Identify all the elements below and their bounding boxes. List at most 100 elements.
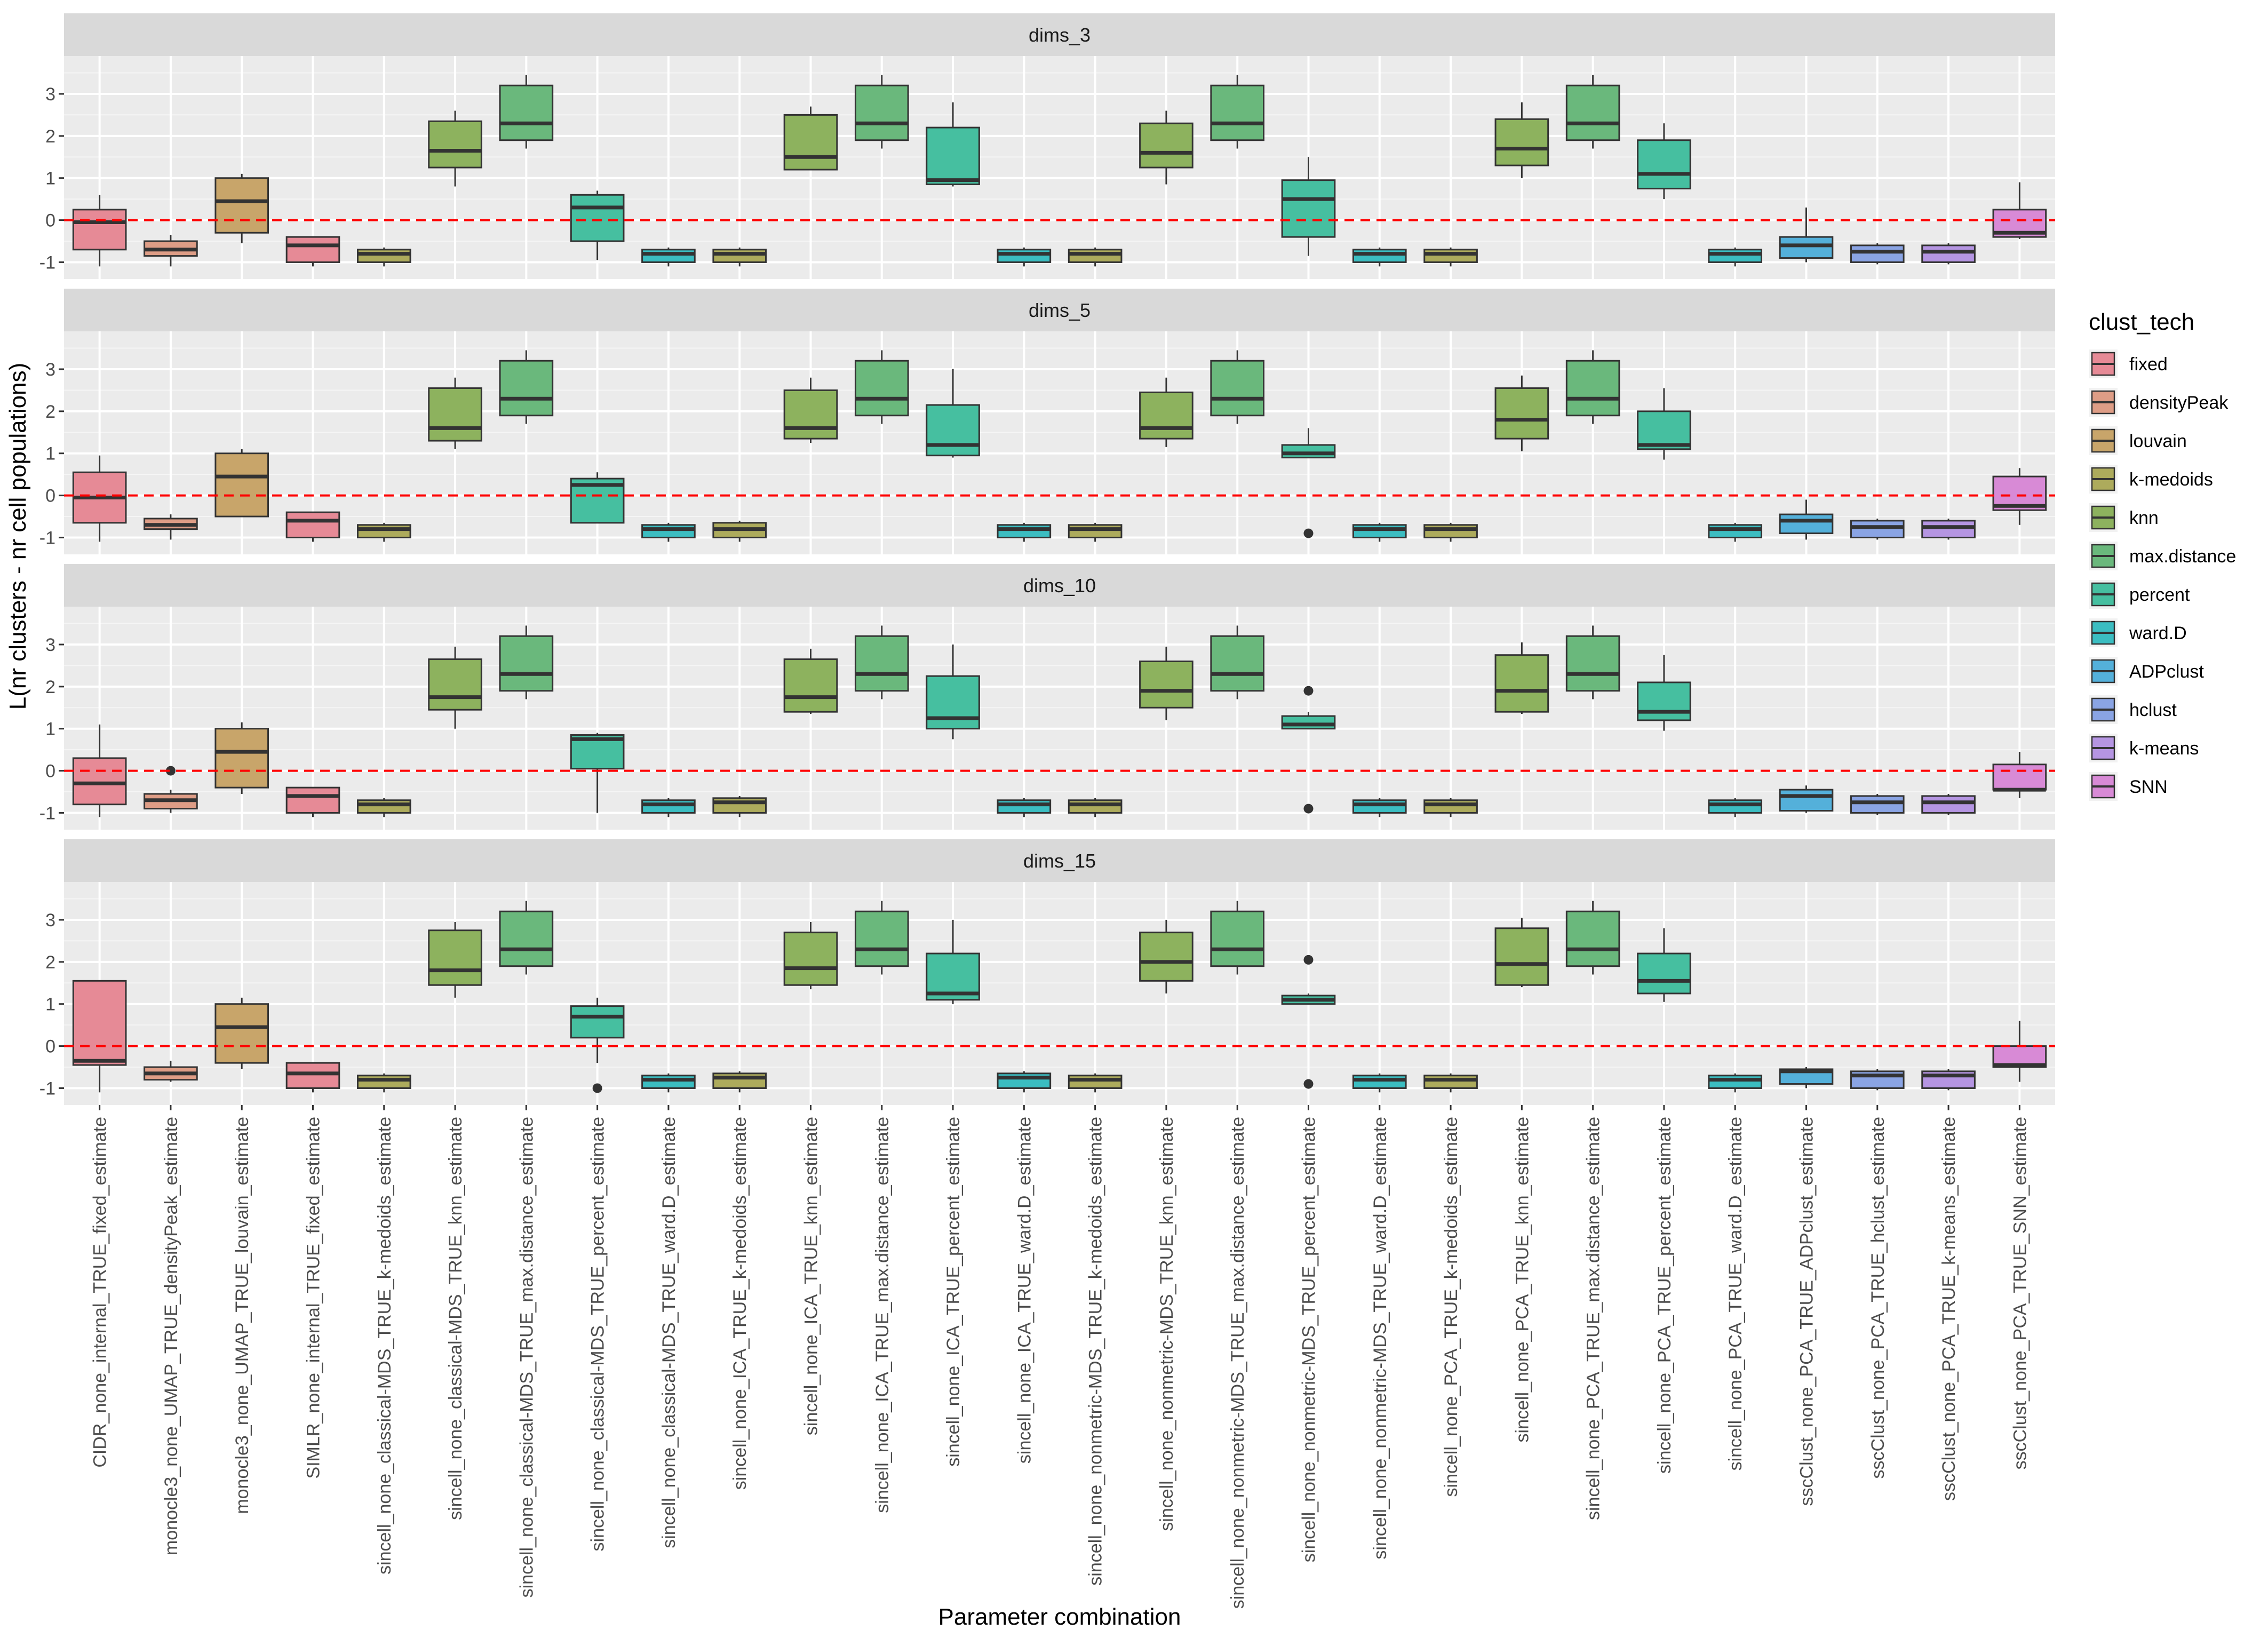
x-tick-label: sincell_none_ICA_TRUE_max.distance_estim…	[872, 1117, 893, 1513]
box-sincell_none_nonmetric-MDS_TRUE_max.distance_estimate	[1210, 625, 1265, 699]
box-iqr	[1068, 249, 1123, 263]
y-tick-label: 3	[45, 84, 55, 105]
box-iqr	[428, 658, 482, 711]
box-iqr	[1494, 654, 1549, 713]
box-SIMLR_none_internal_TRUE_fixed_estimate	[285, 236, 340, 267]
box-monocle3_none_UMAP_TRUE_densityPeak_estimate	[144, 1061, 198, 1082]
box-iqr	[1139, 122, 1193, 169]
box-monocle3_none_UMAP_TRUE_densityPeak_estimate	[144, 790, 198, 813]
legend-item-fixed: fixed	[2089, 349, 2168, 378]
box-iqr	[1708, 249, 1763, 263]
x-tick-label: CIDR_none_internal_TRUE_fixed_estimate	[90, 1117, 110, 1468]
legend-label: knn	[2129, 508, 2159, 528]
box-sincell_none_classical-MDS_TRUE_knn_estimate	[428, 110, 482, 187]
x-tick-label: sincell_none_classical-MDS_TRUE_max.dist…	[516, 1117, 537, 1597]
box-sincell_none_nonmetric-MDS_TRUE_percent_estimate	[1281, 712, 1336, 730]
outlier-point	[1303, 528, 1314, 538]
y-tick-label: -1	[39, 803, 55, 823]
box-sincell_none_nonmetric-MDS_TRUE_knn_estimate	[1139, 377, 1193, 447]
box-iqr	[214, 728, 269, 789]
box-sincell_none_ICA_TRUE_ward.D_estimate	[997, 1071, 1052, 1093]
panels-layer: dims_3-10123dims_5-10123dims_10-10123dim…	[39, 13, 2055, 1105]
x-tick-label: sscClust_none_PCA_TRUE_k-means_estimate	[1939, 1117, 1959, 1501]
legend-item-percent: percent	[2089, 580, 2190, 609]
box-SIMLR_none_internal_TRUE_fixed_estimate	[285, 786, 340, 817]
box-iqr	[428, 387, 482, 442]
box-sincell_none_ICA_TRUE_k-medoids_estimate	[712, 520, 767, 542]
box-iqr	[997, 249, 1052, 263]
legend-label: louvain	[2129, 431, 2187, 451]
box-iqr	[712, 797, 767, 814]
box-iqr	[854, 360, 909, 417]
y-tick-label: 0	[45, 1037, 55, 1057]
box-sscClust_none_PCA_TRUE_SNN_estimate	[1992, 468, 2047, 525]
box-sincell_none_PCA_TRUE_knn_estimate	[1494, 918, 1549, 988]
box-sincell_none_classical-MDS_TRUE_percent_estimate	[570, 472, 625, 524]
box-iqr	[1921, 795, 1976, 814]
box-iqr	[214, 177, 269, 234]
box-iqr	[1779, 789, 1834, 812]
box-iqr	[1139, 932, 1193, 982]
x-tick-label: SIMLR_none_internal_TRUE_fixed_estimate	[304, 1117, 324, 1478]
box-iqr	[1708, 1075, 1763, 1089]
panel-background	[64, 331, 2055, 554]
x-axis-title: Parameter combination	[938, 1604, 1181, 1630]
box-iqr	[570, 194, 625, 242]
box-iqr	[1565, 910, 1620, 967]
box-sincell_none_PCA_TRUE_ward.D_estimate	[1708, 522, 1763, 542]
box-sincell_none_nonmetric-MDS_TRUE_knn_estimate	[1139, 646, 1193, 720]
box-iqr	[72, 209, 127, 251]
box-iqr	[570, 1005, 625, 1039]
outlier-point	[592, 1083, 602, 1093]
box-iqr	[1494, 927, 1549, 986]
facet-panel-dims_10: dims_10 -1 0 1 2 3	[39, 564, 2055, 830]
outlier-point	[165, 766, 176, 776]
box-sscClust_none_PCA_TRUE_hclust_estimate	[1850, 518, 1905, 540]
box-sincell_none_classical-MDS_TRUE_knn_estimate	[428, 377, 482, 449]
legend-item-k-means: k-means	[2089, 734, 2199, 762]
box-iqr	[1423, 1075, 1478, 1089]
box-iqr	[499, 84, 554, 141]
box-sincell_none_nonmetric-MDS_TRUE_percent_estimate	[1281, 993, 1336, 1005]
x-tick-label: sincell_none_nonmetric-MDS_TRUE_max.dist…	[1228, 1117, 1248, 1609]
box-sincell_none_classical-MDS_TRUE_k-medoids_estimate	[356, 522, 411, 542]
y-tick-label: 1	[45, 995, 55, 1015]
box-iqr	[1423, 524, 1478, 538]
box-iqr	[712, 1072, 767, 1089]
box-sincell_none_ICA_TRUE_knn_estimate	[783, 648, 838, 714]
box-sincell_none_nonmetric-MDS_TRUE_max.distance_estimate	[1210, 350, 1265, 424]
box-sincell_none_PCA_TRUE_max.distance_estimate	[1565, 625, 1620, 699]
box-sincell_none_ICA_TRUE_k-medoids_estimate	[712, 796, 767, 817]
box-sincell_none_classical-MDS_TRUE_knn_estimate	[428, 646, 482, 729]
legend: clust_tech fixed densityPeak louvain k-medo…	[2089, 309, 2236, 801]
box-iqr	[1352, 249, 1407, 263]
facet-strip-label: dims_3	[1029, 24, 1091, 46]
box-sscClust_none_PCA_TRUE_ADPclust_estimate	[1779, 785, 1834, 813]
panel-background	[64, 56, 2055, 279]
facet-panel-dims_3: dims_3 -1 0 1 2 3	[39, 13, 2055, 279]
y-tick-label: 1	[45, 444, 55, 464]
box-iqr	[1423, 799, 1478, 814]
box-sincell_none_ICA_TRUE_percent_estimate	[926, 644, 980, 740]
box-iqr	[926, 675, 980, 730]
box-iqr	[1068, 524, 1123, 538]
box-sincell_none_nonmetric-MDS_TRUE_ward.D_estimate	[1352, 798, 1407, 817]
x-tick-label: sincell_none_classical-MDS_TRUE_knn_esti…	[445, 1117, 466, 1520]
facet-strip	[64, 564, 2055, 607]
x-tick-label: monocle3_none_UMAP_TRUE_louvain_estimate	[232, 1117, 252, 1514]
legend-label: ward.D	[2129, 623, 2187, 643]
box-iqr	[1281, 179, 1336, 238]
y-tick-label: 3	[45, 635, 55, 655]
box-monocle3_none_UMAP_TRUE_louvain_estimate	[214, 173, 269, 243]
box-iqr	[72, 980, 127, 1066]
box-CIDR_none_internal_TRUE_fixed_estimate	[72, 724, 127, 817]
box-sincell_none_PCA_TRUE_ward.D_estimate	[1708, 1073, 1763, 1093]
box-iqr	[1281, 444, 1336, 459]
x-tick-label: sscClust_none_PCA_TRUE_SNN_estimate	[2010, 1117, 2030, 1469]
legend-item-k-medoids: k-medoids	[2089, 465, 2213, 494]
box-sincell_none_PCA_TRUE_ward.D_estimate	[1708, 247, 1763, 267]
box-iqr	[783, 114, 838, 171]
x-tick-label: sincell_none_PCA_TRUE_percent_estimate	[1654, 1117, 1675, 1474]
box-sincell_none_nonmetric-MDS_TRUE_k-medoids_estimate	[1068, 522, 1123, 542]
